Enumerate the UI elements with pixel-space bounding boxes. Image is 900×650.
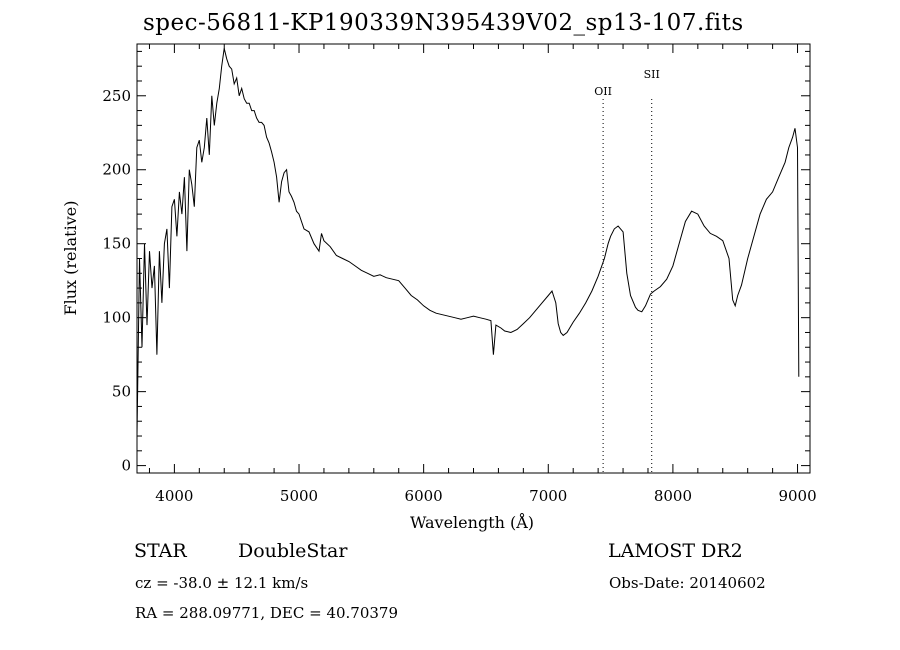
axis-ticks: 4000 5000 6000 7000 8000 9000 0 50 100 150 200 250 (102, 44, 817, 505)
y-axis-label: Flux (relative) (61, 201, 80, 316)
x-tick-label: 7000 (529, 487, 567, 505)
x-tick-label: 4000 (155, 487, 193, 505)
annotation-label: OII (594, 85, 612, 98)
object-class: STAR (134, 540, 187, 562)
y-tick-label: 100 (102, 309, 131, 327)
x-tick-label: 9000 (778, 487, 816, 505)
object-subclass: DoubleStar (238, 540, 348, 562)
ra-dec-coordinates: RA = 288.09771, DEC = 40.70379 (135, 604, 399, 622)
line-annotations: OII SII (594, 68, 660, 473)
x-tick-label: 5000 (280, 487, 318, 505)
y-tick-label: 200 (102, 161, 131, 179)
x-tick-label: 8000 (654, 487, 692, 505)
annotation-label: SII (644, 68, 660, 81)
redshift-cz: cz = -38.0 ± 12.1 km/s (135, 574, 309, 592)
y-tick-label: 50 (112, 383, 131, 401)
y-tick-label: 150 (102, 235, 131, 253)
x-tick-label: 6000 (405, 487, 443, 505)
plot-frame (136, 43, 811, 474)
chart-title: spec-56811-KP190339N395439V02_sp13-107.f… (143, 10, 744, 36)
y-tick-label: 0 (121, 457, 131, 475)
y-tick-label: 250 (102, 87, 131, 105)
spectrum-line (136, 48, 800, 437)
x-axis-label: Wavelength (Å) (410, 512, 534, 532)
obs-date: Obs-Date: 20140602 (609, 574, 766, 592)
survey-name: LAMOST DR2 (608, 540, 743, 562)
